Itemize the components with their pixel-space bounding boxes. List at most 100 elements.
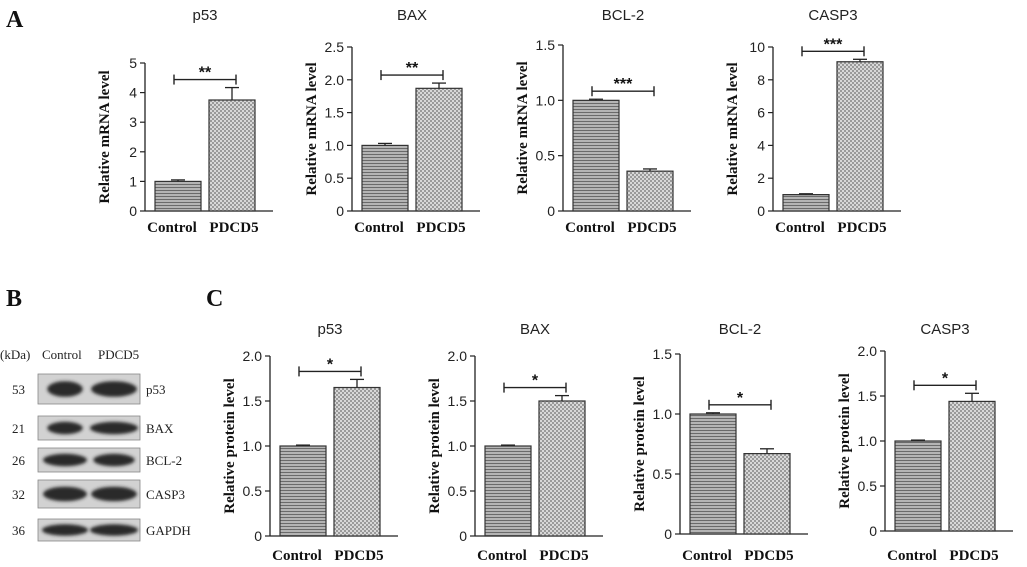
- blot-kda: 32: [12, 487, 25, 502]
- y-axis-label: Relative protein level: [837, 373, 853, 509]
- y-axis-label: Relative mRNA level: [725, 62, 741, 195]
- panel-letter-b: B: [6, 286, 22, 312]
- blot-protein-label: BCL-2: [146, 453, 182, 468]
- y-tick-label: 1.5: [536, 37, 556, 53]
- blot-row-bcl2: 26 BCL-2: [12, 447, 182, 473]
- y-tick-label: 0: [547, 203, 555, 219]
- y-axis-label: Relative mRNA level: [515, 61, 531, 194]
- y-tick-label: 0.5: [448, 483, 468, 499]
- bar-control: [782, 194, 830, 212]
- y-tick-label: 10: [749, 39, 765, 55]
- bar-control: [894, 440, 942, 532]
- x-category-label: Control: [477, 548, 527, 564]
- blot-rows: 53 p53 21 BAX 26 BCL-2 32 CASP3 36 GAPDH: [12, 373, 191, 542]
- y-axis-label: Relative protein level: [222, 378, 238, 514]
- chart-c-casp3: CASP3 Relative protein level 0 0.5 1.0 1.5 2.0…: [837, 321, 1013, 564]
- y-tick-label: 0: [336, 203, 344, 219]
- lane-label-control: Control: [42, 347, 82, 362]
- blot-band: [93, 453, 135, 467]
- y-tick-label: 2.0: [448, 348, 468, 364]
- y-tick-label: 1.0: [536, 92, 556, 108]
- chart-c-bax: BAX Relative protein level 0 0.5 1.0 1.5 2.0 Co…: [427, 321, 603, 564]
- significance-label: *: [327, 356, 334, 373]
- blot-band: [91, 486, 137, 502]
- blot-band: [91, 381, 137, 397]
- y-tick-label: 1.0: [653, 406, 673, 422]
- x-category-label: PDCD5: [416, 220, 465, 236]
- y-tick-label: 0.5: [325, 170, 345, 186]
- bar-pdcd5: [626, 170, 674, 212]
- significance-label: *: [942, 370, 949, 387]
- significance-label: ***: [614, 76, 633, 93]
- x-category-label: PDCD5: [837, 220, 886, 236]
- y-tick-label: 1.0: [325, 137, 345, 153]
- blot-row-bax: 21 BAX: [12, 415, 174, 441]
- bar-pdcd5: [538, 400, 586, 537]
- bar-pdcd5: [836, 61, 884, 212]
- significance-label: ***: [824, 36, 843, 53]
- x-category-label: PDCD5: [209, 220, 258, 236]
- chart-a-p53: p53 Relative mRNA level 0 1 2 3 4 5 Control PDCD5…: [97, 7, 273, 236]
- blot-protein-label: p53: [146, 382, 166, 397]
- y-tick-label: 5: [129, 55, 137, 71]
- y-axis-label: Relative mRNA level: [97, 70, 113, 203]
- charts-group: p53 Relative mRNA level 0 1 2 3 4 5 Control PDCD5…: [97, 7, 1013, 564]
- chart-c-p53: p53 Relative protein level 0 0.5 1.0 1.5 2.0 Co…: [222, 321, 398, 564]
- y-tick-label: 2.0: [858, 343, 878, 359]
- y-tick-label: 0: [664, 526, 672, 542]
- y-tick-label: 6: [757, 105, 765, 121]
- chart-c-bcl2: BCL-2 Relative protein level 0 0.5 1.0 1.5 Con…: [632, 321, 808, 564]
- blot-row-p53: 53 p53: [12, 373, 166, 405]
- bar-pdcd5: [948, 400, 996, 532]
- x-category-label: PDCD5: [334, 548, 383, 564]
- bar-control: [572, 99, 620, 212]
- bar-pdcd5: [415, 87, 463, 212]
- chart-a-casp3: CASP3 Relative mRNA level 0 2 4 6 8 10 Control PD…: [725, 7, 901, 236]
- blot-band: [43, 486, 87, 502]
- x-category-label: Control: [565, 220, 615, 236]
- y-tick-label: 2.0: [243, 348, 263, 364]
- y-tick-label: 0: [869, 523, 877, 539]
- y-axis-label: Relative mRNA level: [304, 62, 320, 195]
- blot-band: [42, 524, 88, 536]
- y-tick-label: 2: [129, 144, 137, 160]
- significance-label: **: [199, 65, 212, 82]
- significance-label: *: [737, 390, 744, 407]
- y-tick-label: 1.5: [325, 105, 345, 121]
- chart-title: BCL-2: [719, 321, 762, 338]
- y-tick-label: 1.0: [448, 438, 468, 454]
- y-tick-label: 4: [757, 137, 765, 153]
- chart-title: CASP3: [808, 7, 857, 24]
- chart-a-bax: BAX Relative mRNA level 0 0.5 1.0 1.5 2.0 2.5 Co…: [304, 7, 480, 236]
- y-tick-label: 8: [757, 72, 765, 88]
- chart-title: p53: [192, 7, 217, 24]
- x-category-label: PDCD5: [949, 548, 998, 564]
- bar-pdcd5: [743, 453, 791, 535]
- blot-band: [47, 381, 83, 397]
- x-category-label: PDCD5: [627, 220, 676, 236]
- y-tick-label: 1.0: [858, 433, 878, 449]
- y-tick-label: 0: [254, 528, 262, 544]
- chart-title: CASP3: [920, 321, 969, 338]
- x-category-label: PDCD5: [539, 548, 588, 564]
- x-category-label: Control: [147, 220, 197, 236]
- blot-kda: 36: [12, 523, 26, 538]
- y-tick-label: 0.5: [653, 466, 673, 482]
- y-tick-label: 1.5: [243, 393, 263, 409]
- blot-row-casp3: 32 CASP3: [12, 479, 185, 509]
- y-tick-label: 0.5: [536, 148, 556, 164]
- western-blot: (kDa) Control PDCD5 53 p53 21 BAX 26 BCL-2 32 C…: [0, 347, 191, 542]
- y-tick-label: 1.5: [858, 388, 878, 404]
- blot-kda: 53: [12, 382, 25, 397]
- kda-header: (kDa): [0, 347, 30, 362]
- y-tick-label: 0: [459, 528, 467, 544]
- y-tick-label: 3: [129, 114, 137, 130]
- y-tick-label: 0.5: [858, 478, 878, 494]
- y-tick-label: 0.5: [243, 483, 263, 499]
- y-tick-label: 2.0: [325, 72, 345, 88]
- y-axis-label: Relative protein level: [632, 376, 648, 512]
- blot-protein-label: BAX: [146, 421, 174, 436]
- x-category-label: Control: [354, 220, 404, 236]
- chart-title: BCL-2: [602, 7, 645, 24]
